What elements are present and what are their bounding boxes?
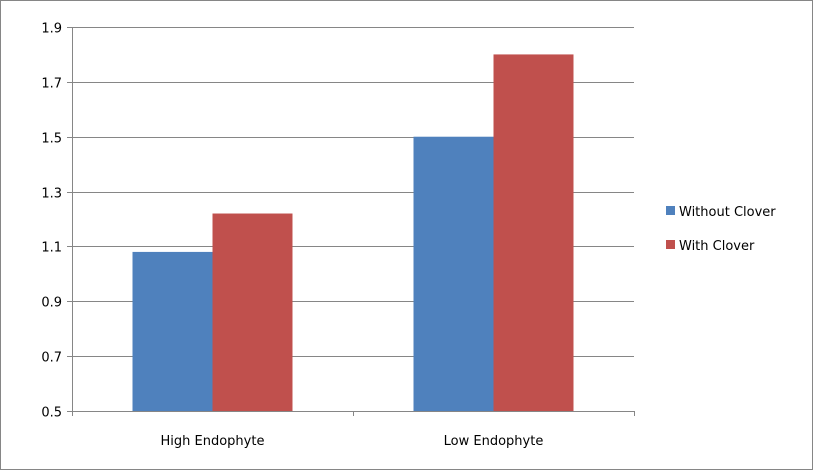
- y-tick-label: 1.7: [41, 77, 62, 92]
- y-axis-tick-labels: 0.5 0.7 0.9 1.1 1.3 1.5 1.7 1.9: [41, 22, 62, 421]
- legend-label: Without Clover: [679, 205, 776, 220]
- bar-without-clover: [413, 136, 494, 411]
- y-tick-label: 0.5: [41, 406, 62, 421]
- y-tick-label: 0.7: [41, 351, 62, 366]
- legend-swatch: [666, 206, 675, 215]
- y-tick-label: 1.5: [41, 132, 62, 147]
- bars: [132, 54, 574, 412]
- legend-label: With Clover: [679, 239, 755, 254]
- legend: Without Clover With Clover: [666, 205, 776, 254]
- x-category-label: High Endophyte: [161, 434, 265, 449]
- y-tick-label: 0.9: [41, 296, 62, 311]
- bar-without-clover: [132, 251, 213, 411]
- bar-with-clover: [212, 213, 293, 411]
- y-tick-label: 1.1: [41, 241, 62, 256]
- bar-with-clover: [493, 54, 574, 412]
- legend-swatch: [666, 240, 675, 249]
- x-axis-category-labels: High Endophyte Low Endophyte: [161, 434, 544, 449]
- axes: [67, 27, 635, 416]
- x-category-label: Low Endophyte: [444, 434, 544, 449]
- y-tick-label: 1.3: [41, 187, 62, 202]
- y-tick-label: 1.9: [41, 22, 62, 37]
